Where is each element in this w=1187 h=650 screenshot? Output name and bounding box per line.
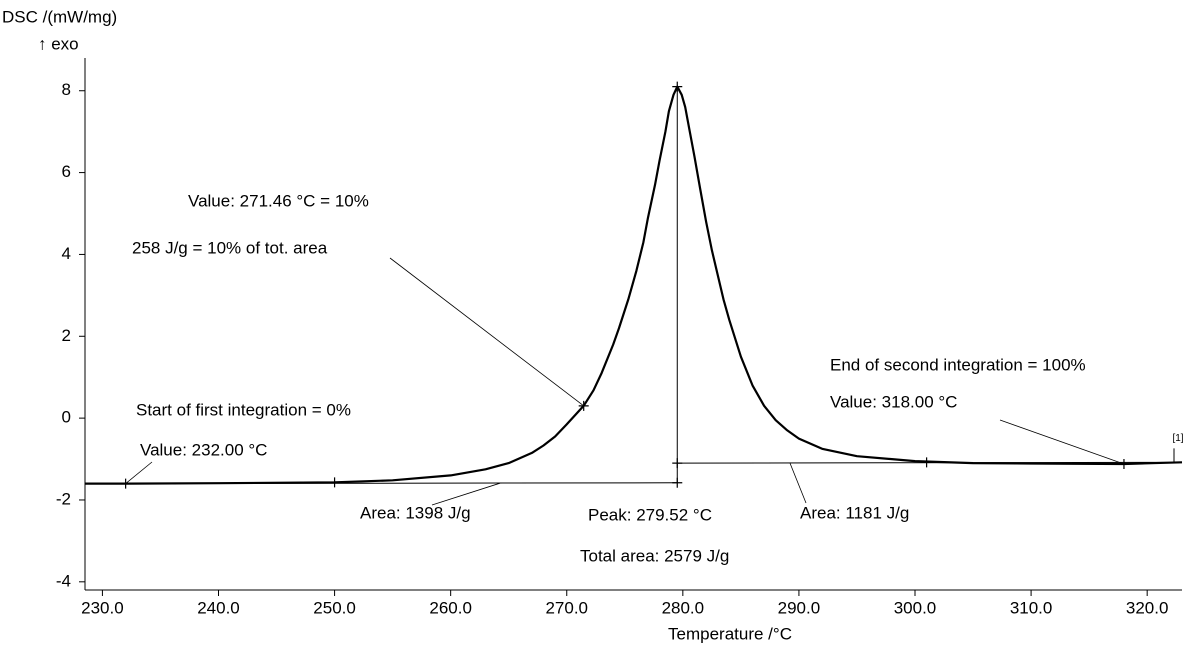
x-tick-label: 280.0 (662, 598, 705, 617)
marker (921, 457, 932, 468)
x-tick-label: 270.0 (545, 598, 588, 617)
x-tick-label: 320.0 (1126, 598, 1169, 617)
leader-line (125, 461, 153, 484)
dsc-curve (85, 85, 1183, 485)
marker (329, 477, 340, 488)
leader-line (431, 482, 501, 506)
series-tag: [1] (1172, 433, 1183, 444)
x-tick-label: 240.0 (197, 598, 240, 617)
marker (672, 81, 683, 92)
marker (578, 400, 589, 411)
x-tick-label: 310.0 (1010, 598, 1053, 617)
marker (1118, 458, 1129, 469)
annotation: Total area: 2579 J/g (580, 546, 729, 565)
x-tick-label: 300.0 (894, 598, 937, 617)
x-tick-label: 260.0 (429, 598, 472, 617)
y-tick-label: 0 (62, 408, 71, 427)
y-tick-label: 4 (62, 244, 71, 263)
y-axis-label: DSC /(mW/mg) (2, 7, 117, 26)
y-tick-label: -2 (56, 489, 71, 508)
annotation: 258 J/g = 10% of tot. area (132, 238, 328, 257)
annotation: Peak: 279.52 °C (588, 505, 712, 524)
y-tick-label: 2 (62, 326, 71, 345)
annotation: Area: 1398 J/g (360, 503, 471, 522)
x-tick-label: 230.0 (81, 598, 124, 617)
marker (672, 458, 683, 469)
marker (120, 478, 131, 489)
y-axis-sublabel: ↑ exo (38, 34, 79, 53)
leader-line (389, 257, 584, 407)
marker (672, 477, 683, 488)
y-tick-label: 8 (62, 80, 71, 99)
annotation: Value: 271.46 °C = 10% (188, 191, 369, 210)
y-tick-label: 6 (62, 162, 71, 181)
leader-line (789, 462, 807, 504)
x-axis-label: Temperature /°C (668, 624, 792, 643)
annotation: Area: 1181 J/g (800, 503, 909, 522)
annotation: Start of first integration = 0% (136, 400, 351, 419)
annotation: End of second integration = 100% (830, 355, 1086, 374)
x-tick-label: 290.0 (778, 598, 821, 617)
leader-line (999, 419, 1125, 465)
y-tick-label: -4 (56, 571, 71, 590)
annotation: Value: 232.00 °C (140, 440, 267, 459)
annotation: Value: 318.00 °C (830, 392, 957, 411)
x-tick-label: 250.0 (313, 598, 356, 617)
